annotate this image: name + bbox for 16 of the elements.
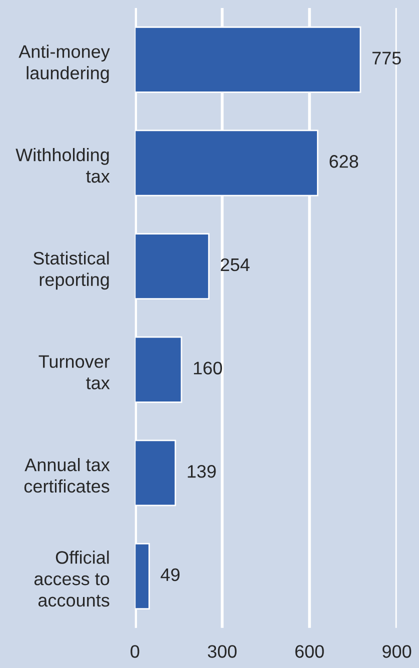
x-tick-label: 600: [295, 645, 324, 658]
data-label: 160: [194, 362, 222, 374]
y-tick-label: Official access to accounts: [34, 550, 110, 607]
y-tick-label: Turnover tax: [38, 355, 110, 390]
y-tick-label: Withholding tax: [16, 148, 110, 183]
y-tick-label: Anti-money laundering: [18, 44, 110, 83]
x-tick-label: 0: [130, 645, 140, 658]
data-label: 775: [372, 52, 401, 65]
x-tick-label: 900: [382, 645, 412, 658]
data-label: 139: [188, 465, 216, 478]
y-tick-label: Statistical reporting: [33, 251, 109, 290]
data-label: 628: [330, 155, 358, 168]
data-label: 254: [220, 258, 250, 272]
y-tick-label: Annual tax certificates: [24, 458, 110, 493]
x-tick-label: 300: [208, 645, 237, 658]
data-label: 49: [160, 568, 180, 582]
